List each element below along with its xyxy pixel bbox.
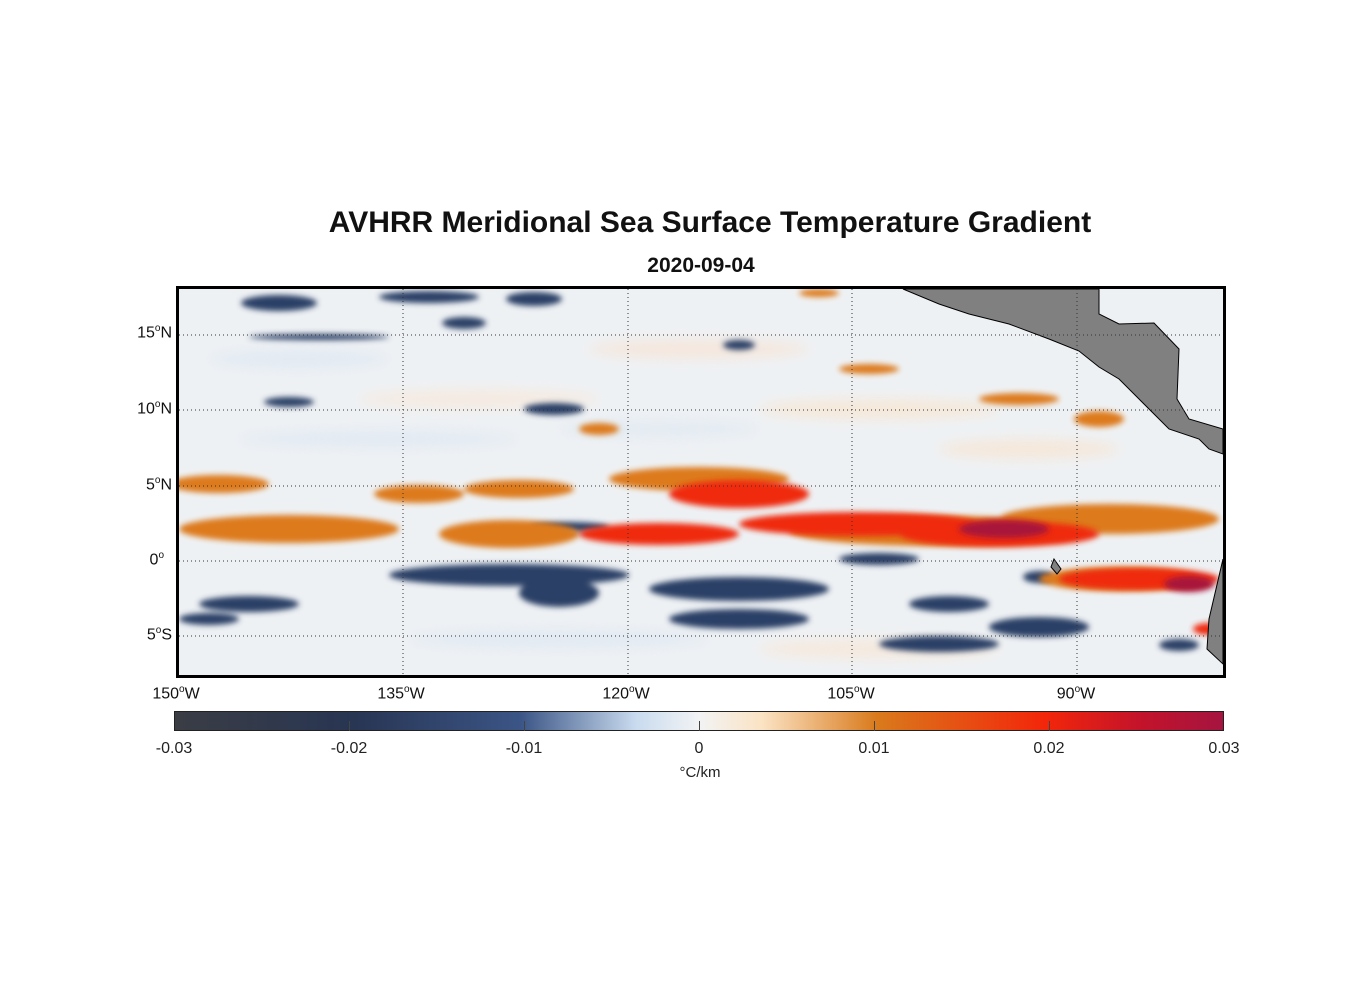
colorbar-tick [874,721,875,731]
lon-label-120w: 120oW [602,684,650,703]
map-field [179,289,1223,675]
map-gridlines [179,289,1223,675]
peak-gradient-core [959,520,1214,592]
colorbar-label: 0 [694,740,704,757]
lat-label-10n: 10oN [137,399,172,418]
land-central-america [902,289,1223,665]
strong-positive-band [579,480,1223,635]
colorbar-tick [349,721,350,731]
lat-label-5s: 5oS [146,625,172,644]
colorbar-label: 0.02 [1033,740,1065,757]
colorbar-tick [524,721,525,731]
lon-label-105w: 105oW [827,684,875,703]
lon-label-135w: 135oW [377,684,425,703]
colorbar-label: -0.03 [155,740,193,757]
lon-label-90w: 90oW [1056,684,1096,703]
lon-label-150w: 150oW [152,684,200,703]
lat-label-5n: 5oN [145,475,172,494]
colorbar-label: 0.03 [1208,740,1240,757]
chart-title: AVHRR Meridional Sea Surface Temperature… [328,206,1092,239]
negative-gradient-bands [179,291,1199,652]
sst-gradient-map[interactable] [176,286,1226,678]
colorbar-tick [1049,721,1050,731]
lat-label-0: 0o [149,550,164,569]
colorbar-tick [699,721,700,731]
colorbar-unit: °C/km [679,764,721,781]
chart-date: 2020-09-04 [647,254,755,277]
lat-label-15n: 15oN [137,323,172,342]
colorbar-label: -0.01 [505,740,543,757]
colorbar-label: -0.02 [330,740,368,757]
colorbar-label: 0.01 [858,740,890,757]
